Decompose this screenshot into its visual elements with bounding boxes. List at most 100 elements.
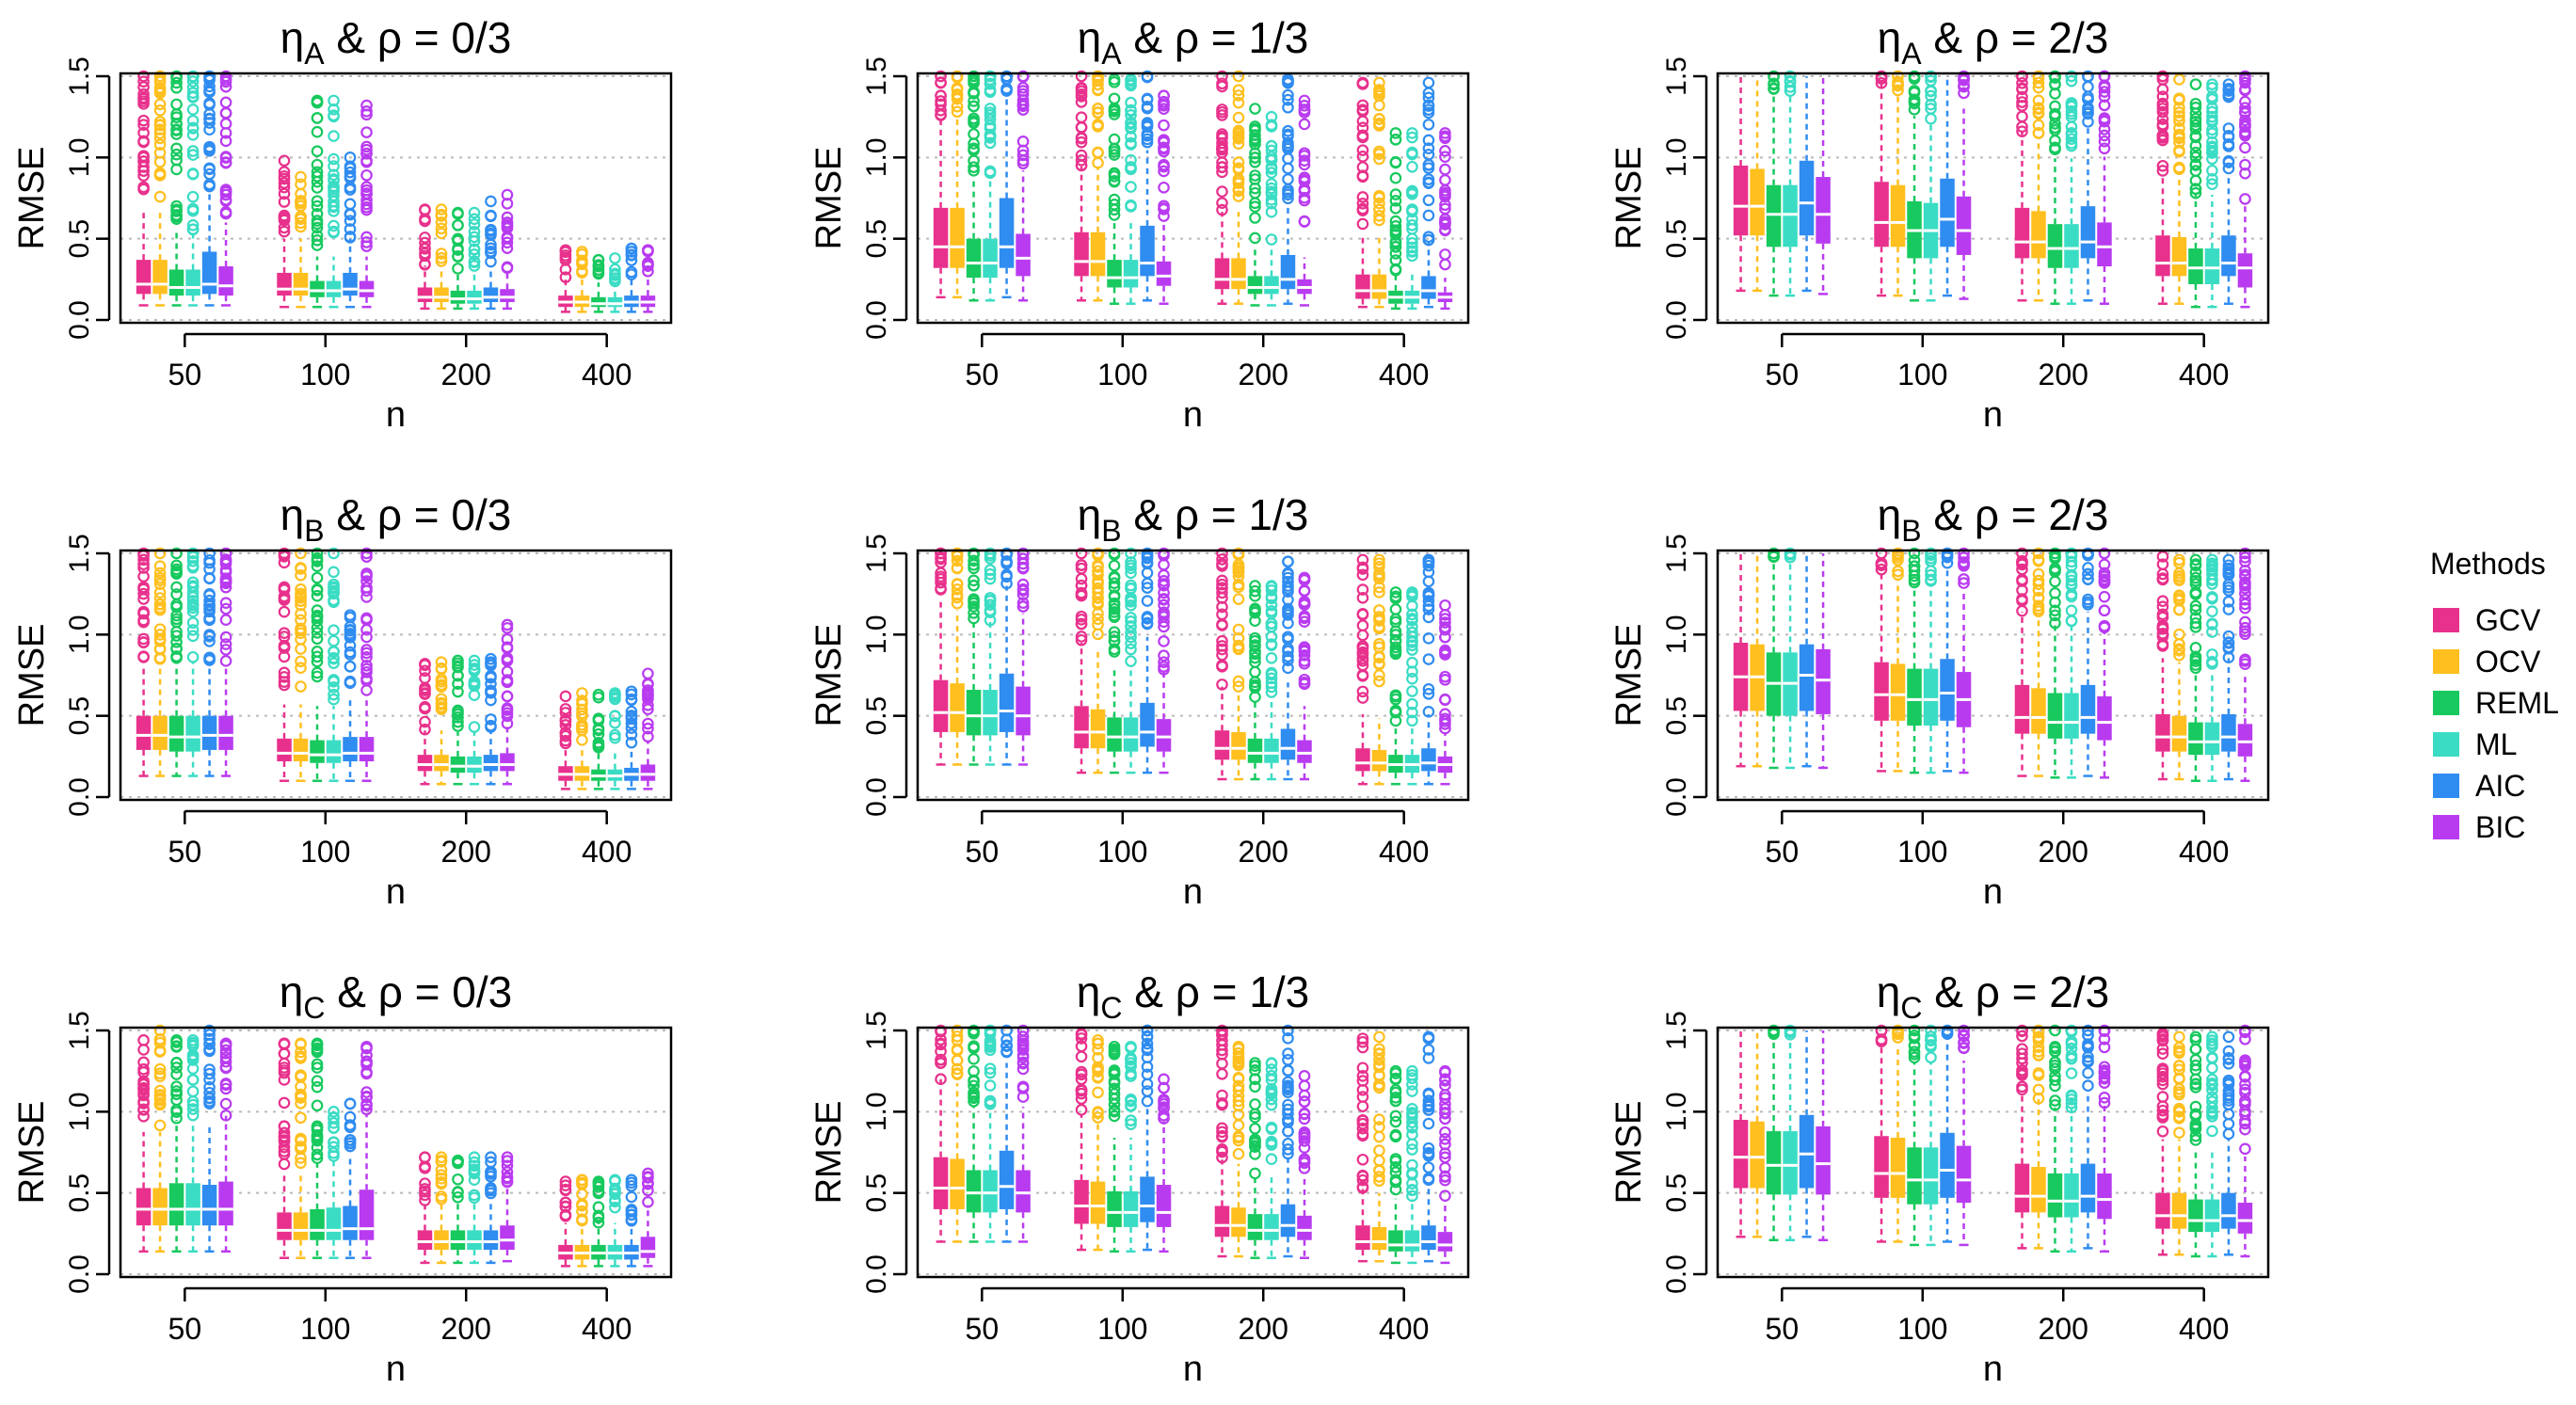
outlier-point (360, 1091, 373, 1104)
x-axis-label: n (386, 1349, 406, 1389)
outlier-point (1125, 1053, 1137, 1066)
outlier-point (501, 702, 514, 714)
box-ocv (1750, 168, 1765, 236)
box-aic (999, 1150, 1015, 1209)
outlier-point (435, 1192, 448, 1205)
outlier-point (1158, 649, 1170, 663)
outlier-point (344, 1097, 357, 1110)
outlier-point (559, 1175, 572, 1188)
outlier-point (2016, 76, 2028, 89)
box-reml (2188, 1199, 2203, 1233)
box-gcv (277, 1212, 292, 1240)
outlier-point (592, 260, 605, 273)
outlier-point (1249, 645, 1261, 658)
outlier-point (344, 184, 357, 196)
outlier-point (2032, 1031, 2045, 1044)
x-tick-label: 400 (582, 835, 632, 869)
outlier-point (1422, 142, 1435, 154)
outlier-point (1282, 173, 1294, 185)
outlier-point (2189, 183, 2202, 195)
box-gcv (417, 1230, 433, 1251)
y-tick-label: 1.5 (64, 56, 95, 96)
outlier-point (1092, 613, 1104, 626)
y-tick-label: 1.5 (64, 1011, 95, 1050)
box-gcv (2155, 713, 2170, 752)
box-ocv (434, 755, 449, 772)
outlier-point (295, 197, 307, 210)
outlier-point (1265, 167, 1278, 179)
outlier-point (1439, 1170, 1451, 1183)
outlier-point (468, 256, 481, 268)
outlier-point (642, 717, 654, 730)
outlier-point (2239, 129, 2251, 142)
outlier-point (1108, 577, 1121, 590)
outlier-point (1389, 706, 1402, 719)
outlier-point (2032, 1092, 2045, 1105)
title-eta: η (1078, 490, 1102, 539)
outlier-point (1406, 249, 1418, 263)
outlier-point (1125, 583, 1137, 595)
panel-title: ηA & ρ = 0/3 (280, 13, 512, 71)
outlier-point (2049, 141, 2061, 154)
outlier-point (1249, 1122, 1261, 1135)
outlier-point (1075, 1029, 1088, 1041)
outlier-point (1282, 580, 1294, 592)
outlier-point (1282, 571, 1294, 584)
outlier-point (1908, 1048, 1921, 1061)
outlier-point (1125, 1100, 1137, 1112)
outlier-point (170, 630, 183, 642)
outlier-point (219, 655, 232, 667)
outlier-point (1216, 586, 1228, 599)
outlier-point (1265, 1098, 1278, 1111)
outlier-point (360, 240, 373, 252)
outlier-point (1232, 132, 1245, 144)
outlier-point (2065, 574, 2078, 587)
outlier-point (419, 258, 431, 271)
outlier-point (2065, 74, 2078, 88)
outlier-point (1141, 117, 1154, 129)
outlier-point (295, 216, 307, 230)
box-ocv (950, 207, 965, 268)
plot-frame (916, 1026, 1470, 1279)
outlier-point (170, 163, 183, 176)
outlier-point (1356, 1062, 1369, 1075)
plot-frame (916, 72, 1470, 325)
x-tick-label: 400 (582, 358, 632, 391)
outlier-point (435, 1177, 448, 1190)
outlier-point (452, 263, 464, 275)
outlier-point (219, 195, 232, 207)
outlier-point (1908, 1040, 1921, 1052)
outlier-point (2032, 1049, 2045, 1062)
outlier-point (203, 614, 216, 627)
outlier-point (935, 582, 947, 595)
outlier-point (642, 1184, 654, 1197)
outlier-point (2189, 107, 2202, 120)
outlier-point (344, 677, 357, 689)
y-tick-label: 1.0 (1661, 137, 1692, 177)
outlier-point (170, 98, 183, 111)
box-gcv (1355, 748, 1370, 772)
outlier-point (609, 689, 621, 701)
outlier-point (2173, 128, 2185, 141)
outlier-point (1406, 245, 1418, 257)
outlier-point (1249, 651, 1261, 664)
outlier-point (219, 576, 232, 588)
outlier-point (1422, 87, 1435, 100)
outlier-point (559, 1200, 572, 1213)
outlier-point (1282, 662, 1294, 675)
outlier-point (2032, 578, 2045, 590)
box-aic (1940, 659, 1955, 721)
outlier-point (360, 575, 373, 587)
y-axis-label: RMSE (809, 147, 849, 250)
outlier-point (1282, 1143, 1294, 1156)
outlier-point (203, 594, 216, 607)
outlier-point (360, 188, 373, 200)
box-bic (1016, 1170, 1031, 1213)
outlier-point (1406, 714, 1418, 727)
box-gcv (1214, 730, 1230, 760)
outlier-point (295, 547, 307, 560)
outlier-point (186, 560, 200, 573)
outlier-point (2098, 135, 2111, 148)
outlier-point (2032, 107, 2045, 120)
